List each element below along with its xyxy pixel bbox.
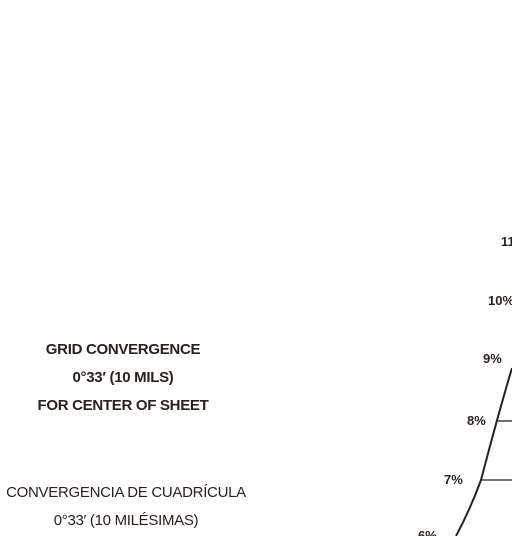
slope-label-11: 11	[501, 234, 512, 249]
grid-convergence-value: 0°33′ (10 MILS)	[72, 369, 174, 386]
slope-label-8: 8%	[467, 413, 486, 428]
slope-label-9: 9%	[483, 351, 502, 366]
convergencia-value: 0°33′ (10 MILÉSIMAS)	[53, 512, 199, 529]
convergencia-title: CONVERGENCIA DE CUADRÍCULA	[6, 484, 246, 501]
grid-convergence-note: FOR CENTER OF SHEET	[37, 397, 209, 414]
grid-convergence-spanish: CONVERGENCIA DE CUADRÍCULA 0°33′ (10 MIL…	[0, 479, 252, 535]
slope-label-6: 6%	[418, 528, 437, 536]
grid-convergence-english: GRID CONVERGENCE 0°33′ (10 MILS) FOR CEN…	[8, 336, 238, 420]
slope-label-10: 10%	[488, 293, 512, 308]
slope-label-7: 7%	[444, 472, 463, 487]
slope-scale-curve	[455, 367, 512, 536]
grid-convergence-title: GRID CONVERGENCE	[45, 341, 201, 358]
